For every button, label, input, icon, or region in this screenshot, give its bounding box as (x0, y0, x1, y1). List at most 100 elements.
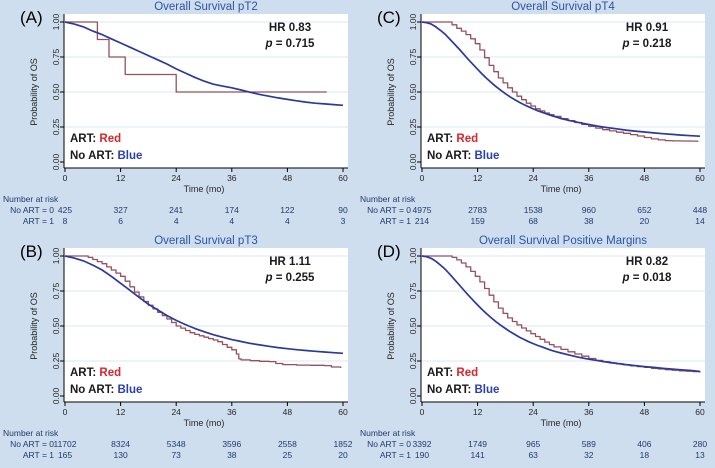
y-tick-label: 0.75 (408, 282, 418, 299)
y-tick-label: 0.25 (51, 352, 61, 369)
panel-letter: (C) (377, 8, 401, 27)
x-tick-label: 60 (338, 173, 348, 183)
panel-b: 0.00 0.25 0.50 0.75 1.00 0 12 24 36 48 60 Time (mo)… (0, 234, 358, 468)
x-tick-label: 36 (584, 407, 594, 417)
p-value: = 0.255 (275, 272, 315, 284)
risk-value: 1749 (468, 439, 487, 449)
risk-value: 38 (584, 216, 594, 226)
hr-annotation: HR 0.91 p = 0.218 (592, 20, 702, 52)
x-axis-label: Time (mo) (184, 184, 225, 194)
legend-art-row: ART: Red (427, 365, 499, 382)
panel-title: Overall Survival pT3 (154, 235, 258, 247)
legend-noart-value: Blue (117, 150, 143, 162)
risk-value: 122 (280, 205, 294, 215)
x-axis-label: Time (mo) (541, 184, 582, 194)
y-tick-label: 0.50 (408, 317, 418, 334)
hr-text: HR 0.91 (625, 22, 669, 34)
legend-noart-row: No ART: Blue (427, 148, 499, 165)
legend-art-row: ART: Red (70, 131, 142, 148)
x-tick-label: 36 (584, 173, 594, 183)
y-tick-label: 0.25 (51, 118, 61, 135)
y-tick-label: 1.00 (51, 247, 61, 264)
risk-value: 90 (338, 205, 348, 215)
survival-curve-no-art (421, 255, 701, 373)
x-tick-label: 48 (640, 173, 650, 183)
risk-value: 2558 (278, 439, 297, 449)
risk-value: 130 (114, 450, 128, 460)
risk-value: 2783 (468, 205, 487, 215)
risk-value: 32 (584, 450, 594, 460)
panel-title: Overall Survival Positive Margins (478, 235, 648, 247)
legend-art-label: ART: (427, 133, 454, 145)
y-tick-label: 0.00 (51, 153, 61, 170)
p-value: = 0.715 (275, 38, 315, 50)
y-tick-label: 0.50 (51, 317, 61, 334)
survival-curve-art (65, 255, 342, 368)
risk-value: 63 (528, 450, 538, 460)
risk-value: 8324 (111, 439, 130, 449)
panel-d: 0.00 0.25 0.50 0.75 1.00 0 12 24 36 48 60 Time (mo)… (357, 234, 715, 468)
hr-text: HR 0.82 (625, 256, 669, 268)
y-tick-label: 0.75 (408, 48, 418, 65)
risk-value: 11702 (53, 439, 76, 449)
risk-value: 406 (637, 439, 651, 449)
survival-curve-no-art (421, 21, 701, 138)
legend-noart-label: No ART: (427, 150, 472, 162)
legend-art-label: ART: (427, 367, 454, 379)
hr-annotation: HR 0.83 p = 0.715 (235, 20, 345, 52)
p-text: p = 0.255 (235, 270, 345, 286)
y-axis-label: Probability of OS (386, 292, 396, 360)
curve-legend: ART: Red No ART: Blue (70, 131, 142, 165)
risk-row-label: No ART = 0 (10, 439, 54, 449)
legend-noart-label: No ART: (70, 150, 115, 162)
panel-c: 0.00 0.25 0.50 0.75 1.00 0 12 24 36 48 60 Time (mo)… (357, 0, 715, 234)
risk-value: 4975 (413, 205, 432, 215)
risk-value: 25 (283, 450, 293, 460)
hr-annotation: HR 1.11 p = 0.255 (235, 254, 345, 286)
x-tick-label: 0 (420, 173, 425, 183)
plot-area (421, 14, 705, 168)
risk-row-label: ART = 1 (23, 216, 54, 226)
legend-art-row: ART: Red (70, 365, 142, 382)
y-tick-label: 0.50 (51, 83, 61, 100)
curve-legend: ART: Red No ART: Blue (427, 365, 499, 399)
y-tick-label: 0.00 (408, 153, 418, 170)
hr-annotation: HR 0.82 p = 0.018 (592, 254, 702, 286)
risk-value: 448 (693, 205, 707, 215)
x-tick-label: 60 (695, 407, 705, 417)
risk-value: 3596 (222, 439, 241, 449)
y-tick-label: 1.00 (51, 13, 61, 30)
risk-value: 20 (338, 450, 348, 460)
y-axis-label: Probability of OS (29, 292, 39, 360)
y-tick-label: 0.00 (408, 387, 418, 404)
legend-art-value: Red (456, 133, 479, 145)
risk-value: 4 (229, 216, 234, 226)
legend-art-row: ART: Red (427, 131, 499, 148)
curve-legend: ART: Red No ART: Blue (70, 365, 142, 399)
panel-title: Overall Survival pT4 (511, 1, 615, 13)
panel-letter: (B) (20, 242, 43, 261)
risk-value: 652 (637, 205, 651, 215)
risk-value: 38 (227, 450, 237, 460)
risk-value: 174 (225, 205, 239, 215)
x-tick-label: 36 (227, 173, 237, 183)
panel-letter: (D) (377, 242, 401, 261)
risk-value: 13 (695, 450, 705, 460)
risk-value: 4 (285, 216, 290, 226)
risk-row-label: ART = 1 (380, 216, 411, 226)
y-tick-label: 0.50 (408, 83, 418, 100)
risk-value: 425 (58, 205, 72, 215)
km-chart-b: 0.00 0.25 0.50 0.75 1.00 0 12 24 36 48 60 Time (mo)… (3, 247, 353, 460)
plot-area (64, 248, 348, 402)
risk-value: 214 (415, 216, 429, 226)
risk-row-label: No ART = 0 (10, 205, 54, 215)
p-symbol: p (622, 38, 630, 50)
x-tick-label: 24 (171, 173, 181, 183)
p-value: = 0.218 (632, 38, 672, 50)
hr-text: HR 1.11 (269, 256, 311, 268)
risk-value: 3 (341, 216, 346, 226)
legend-art-value: Red (99, 133, 122, 145)
risk-value: 327 (114, 205, 128, 215)
x-tick-label: 36 (227, 407, 237, 417)
y-tick-label: 0.75 (51, 48, 61, 65)
